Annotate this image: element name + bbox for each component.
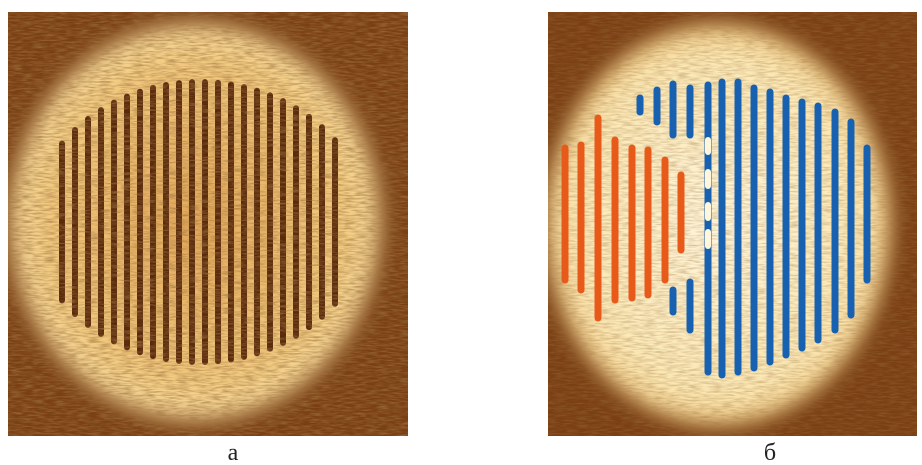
panel-label: б xyxy=(764,440,776,465)
panel-label: а xyxy=(228,440,239,465)
panel-a-image xyxy=(8,12,408,436)
panel-b-image xyxy=(546,12,917,436)
figure: а б xyxy=(0,0,922,465)
